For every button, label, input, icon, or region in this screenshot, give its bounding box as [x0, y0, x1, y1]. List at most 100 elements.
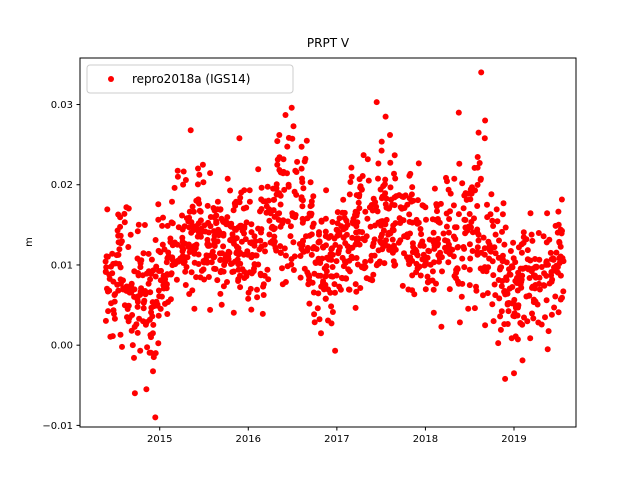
data-point-outlier — [288, 104, 295, 111]
data-point — [354, 235, 361, 242]
data-point — [182, 268, 189, 275]
data-point — [349, 255, 356, 262]
data-point — [484, 201, 490, 208]
data-point — [192, 223, 199, 230]
data-point — [543, 297, 550, 304]
data-point — [155, 287, 162, 294]
data-point — [201, 276, 208, 283]
data-point — [433, 201, 440, 208]
data-point — [218, 301, 225, 308]
y-axis-ticks: −0.01 0.00 0.01 0.02 0.03 — [42, 100, 80, 432]
data-point-outlier — [143, 386, 150, 393]
data-point — [277, 223, 284, 230]
data-point — [116, 261, 123, 267]
data-point-outlier — [373, 99, 380, 106]
data-point — [121, 210, 128, 217]
data-point — [148, 334, 154, 341]
data-point — [414, 252, 421, 259]
data-point — [410, 197, 417, 204]
data-point — [297, 253, 304, 259]
data-point — [276, 167, 283, 173]
data-point — [545, 328, 552, 335]
data-point — [274, 138, 281, 145]
data-point — [482, 117, 489, 124]
data-point — [338, 223, 345, 230]
data-point — [431, 259, 437, 266]
x-tick-label: 2015 — [147, 434, 172, 445]
data-point — [414, 220, 421, 227]
data-point — [506, 266, 512, 273]
data-point — [460, 205, 467, 212]
data-point — [348, 173, 355, 180]
data-point — [462, 190, 469, 197]
data-point — [547, 249, 554, 256]
data-point — [224, 279, 230, 285]
data-point — [129, 342, 136, 349]
data-point-outlier — [544, 346, 551, 353]
data-point — [468, 190, 475, 197]
data-point — [171, 184, 178, 191]
data-point — [164, 254, 171, 261]
data-point — [220, 232, 227, 239]
data-point — [466, 241, 473, 248]
legend: repro2018a (IGS14) — [86, 64, 294, 94]
data-point — [159, 222, 166, 229]
data-point — [334, 209, 341, 216]
data-point — [322, 215, 329, 222]
data-point — [498, 283, 505, 290]
data-point — [140, 305, 147, 312]
data-point — [496, 266, 503, 273]
data-point — [543, 272, 550, 279]
data-point — [497, 326, 504, 333]
data-point — [325, 317, 331, 324]
data-point — [538, 321, 545, 328]
data-point — [450, 253, 457, 260]
x-tick-label: 2017 — [324, 434, 349, 445]
data-point — [555, 309, 562, 316]
y-axis-label: m — [24, 237, 35, 247]
data-point — [388, 196, 395, 203]
data-point — [409, 249, 416, 256]
data-point — [128, 327, 135, 334]
data-point — [407, 230, 413, 237]
data-point — [507, 271, 514, 278]
data-point-outlier — [475, 129, 482, 136]
data-point — [207, 170, 214, 177]
data-point — [212, 266, 219, 272]
data-point — [499, 211, 506, 218]
data-point — [430, 309, 437, 316]
data-point — [559, 227, 565, 234]
data-point — [451, 175, 458, 182]
data-point — [183, 264, 190, 270]
data-point — [118, 238, 125, 245]
y-tick-label: −0.01 — [42, 421, 73, 432]
data-point — [405, 257, 412, 264]
data-point — [290, 267, 297, 273]
data-point — [299, 203, 306, 210]
data-point — [381, 194, 388, 201]
data-point — [319, 255, 326, 262]
data-point — [260, 281, 267, 288]
data-point — [385, 231, 392, 238]
data-point — [459, 255, 466, 262]
data-point — [348, 164, 355, 171]
data-point — [430, 286, 437, 293]
data-point — [327, 233, 334, 239]
data-point — [195, 261, 202, 267]
data-point — [138, 285, 145, 292]
data-point — [203, 256, 209, 263]
data-point — [465, 305, 472, 312]
data-point — [409, 240, 416, 247]
data-point — [389, 249, 396, 256]
data-point — [526, 275, 533, 281]
data-point — [381, 260, 388, 267]
data-point — [310, 193, 317, 200]
data-point — [140, 250, 147, 257]
data-point — [214, 198, 221, 205]
data-point — [154, 301, 161, 308]
data-point — [337, 286, 344, 293]
data-point — [456, 319, 463, 326]
data-point — [293, 191, 300, 198]
data-point — [235, 251, 242, 258]
data-point — [134, 255, 141, 262]
